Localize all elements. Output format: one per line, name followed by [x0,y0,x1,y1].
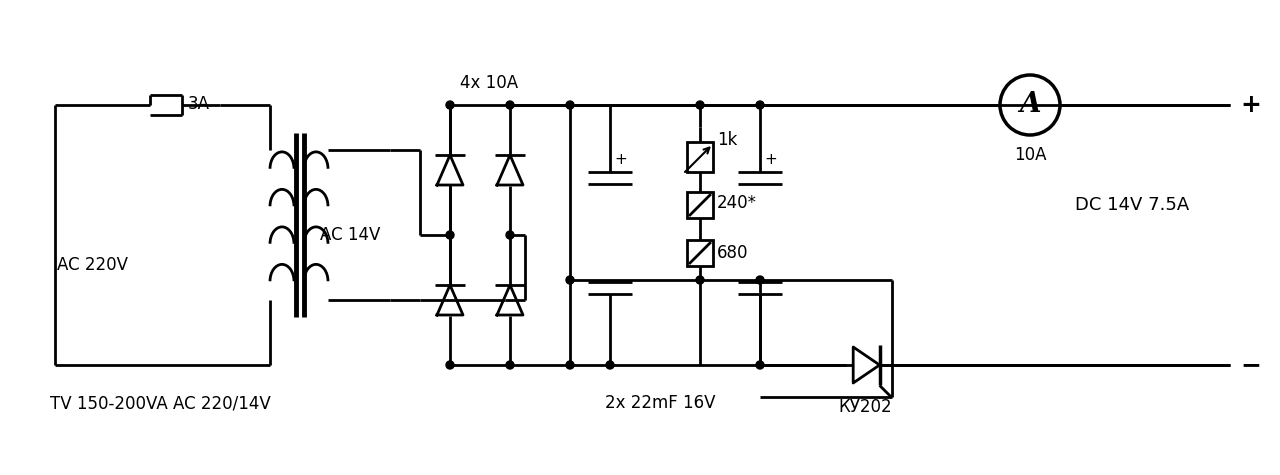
Bar [687,142,713,172]
Text: 10A: 10A [1014,146,1046,164]
Circle shape [605,361,614,369]
Circle shape [566,361,573,369]
Bar [687,192,713,218]
Text: 1k: 1k [717,131,737,149]
Text: AC 220V: AC 220V [58,256,128,274]
Bar [687,240,713,266]
Text: 240*: 240* [717,194,756,212]
Circle shape [756,101,764,109]
Text: −: − [1240,353,1261,377]
Text: A: A [1019,92,1041,118]
Circle shape [566,101,573,109]
Text: +: + [1240,93,1261,117]
Text: 4x 10A: 4x 10A [460,74,518,92]
Circle shape [756,276,764,284]
Polygon shape [497,155,524,185]
Circle shape [696,101,704,109]
Text: +: + [614,152,627,168]
Polygon shape [436,285,463,315]
Text: 3A: 3A [188,95,210,113]
Circle shape [445,231,454,239]
Text: TV 150-200VA AC 220/14V: TV 150-200VA AC 220/14V [50,394,270,412]
Text: DC 14V 7.5A: DC 14V 7.5A [1075,196,1189,214]
Circle shape [506,231,515,239]
Circle shape [445,101,454,109]
Circle shape [445,361,454,369]
Text: 2x 22mF 16V: 2x 22mF 16V [604,394,716,412]
Text: КУ202: КУ202 [838,398,892,416]
Circle shape [756,361,764,369]
Polygon shape [436,155,463,185]
Text: +: + [764,152,777,168]
Text: AC 14V: AC 14V [320,226,380,244]
Polygon shape [854,347,879,383]
Circle shape [566,276,573,284]
Polygon shape [497,285,524,315]
Circle shape [506,361,515,369]
Circle shape [696,276,704,284]
Text: 680: 680 [717,244,749,262]
Circle shape [506,101,515,109]
